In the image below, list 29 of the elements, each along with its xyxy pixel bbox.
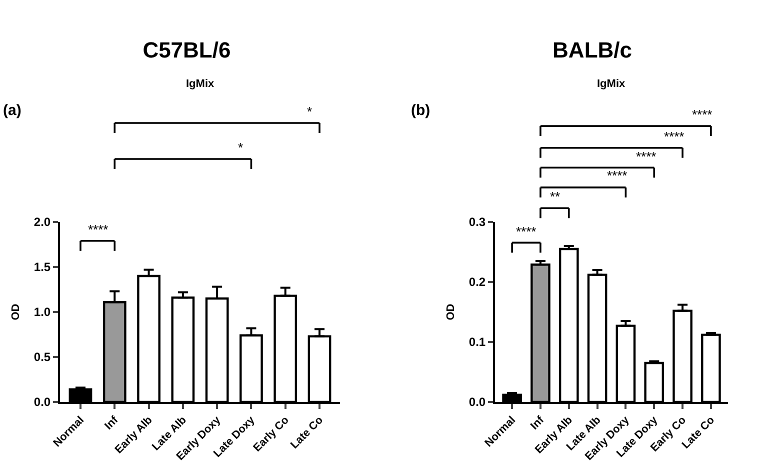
chart-title: C57BL/6: [142, 38, 231, 63]
text: (b): [411, 102, 430, 119]
x-tick-label: Inf: [528, 414, 547, 432]
text: (a): [3, 102, 22, 119]
text: ****: [664, 129, 684, 144]
text: *: [307, 104, 312, 119]
y-tick-label: 0.1: [468, 335, 486, 350]
y-tick-label: 1.0: [34, 305, 51, 320]
text: ****: [636, 149, 656, 164]
chart-subtitle: IgMix: [186, 78, 215, 90]
x-tick-label: Late Co: [288, 414, 326, 452]
y-axis-title: OD: [445, 304, 458, 320]
y-tick-label: 0.2: [468, 275, 486, 290]
chart-title: BALB/c: [552, 38, 632, 63]
annotation: ****: [88, 222, 108, 237]
x-tick-label: Inf: [102, 414, 121, 432]
chart-subtitle: IgMix: [597, 78, 626, 90]
text: ****: [607, 168, 628, 183]
text: *: [238, 140, 244, 155]
annotation: ****: [516, 224, 536, 239]
y-tick-label: 2.0: [34, 215, 51, 230]
text: **: [550, 189, 560, 204]
y-tick-label: 0.5: [34, 350, 51, 364]
y-axis-title: OD: [10, 304, 22, 320]
text: ****: [692, 107, 712, 122]
y-tick-label: 0.0: [468, 395, 486, 410]
y-tick-label: 0.0: [34, 395, 51, 410]
y-tick-label: 0.3: [468, 215, 486, 230]
y-tick-label: 1.5: [34, 260, 51, 274]
